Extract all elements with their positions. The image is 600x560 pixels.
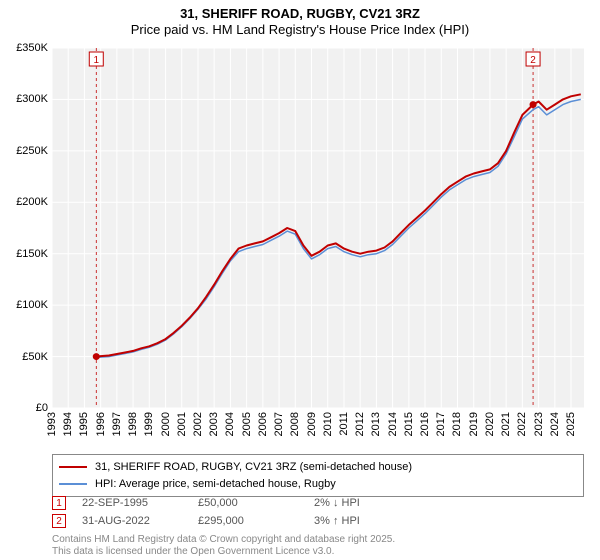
legend-row-hpi: HPI: Average price, semi-detached house,… bbox=[59, 476, 577, 493]
marker-badge-2: 2 bbox=[52, 514, 66, 528]
marker-delta-2: 3% ↑ HPI bbox=[314, 515, 414, 527]
svg-text:2: 2 bbox=[530, 55, 536, 66]
x-tick-label: 1998 bbox=[127, 412, 139, 436]
y-tick-label: £150K bbox=[4, 248, 48, 260]
svg-text:1: 1 bbox=[93, 55, 99, 66]
y-tick-label: £50K bbox=[4, 351, 48, 363]
y-tick-label: £100K bbox=[4, 299, 48, 311]
legend-row-price-paid: 31, SHERIFF ROAD, RUGBY, CV21 3RZ (semi-… bbox=[59, 459, 577, 476]
footer-line2: This data is licensed under the Open Gov… bbox=[52, 546, 395, 558]
x-tick-label: 2009 bbox=[306, 412, 318, 436]
x-tick-label: 1994 bbox=[62, 412, 74, 436]
chart-title-line2: Price paid vs. HM Land Registry's House … bbox=[0, 22, 600, 38]
x-tick-label: 2008 bbox=[289, 412, 301, 436]
attribution-footer: Contains HM Land Registry data © Crown c… bbox=[52, 534, 395, 557]
marker-date-1: 22-SEP-1995 bbox=[82, 497, 182, 509]
x-tick-label: 2017 bbox=[435, 412, 447, 436]
x-tick-label: 2012 bbox=[354, 412, 366, 436]
y-tick-label: £350K bbox=[4, 42, 48, 54]
x-tick-label: 2003 bbox=[208, 412, 220, 436]
legend-swatch-price-paid bbox=[59, 466, 87, 468]
marker-row-2: 2 31-AUG-2022 £295,000 3% ↑ HPI bbox=[52, 512, 414, 530]
legend-swatch-hpi bbox=[59, 483, 87, 485]
marker-price-2: £295,000 bbox=[198, 515, 298, 527]
x-tick-label: 1999 bbox=[143, 412, 155, 436]
x-tick-label: 2004 bbox=[224, 412, 236, 436]
x-tick-label: 2021 bbox=[500, 412, 512, 436]
x-tick-label: 2014 bbox=[387, 412, 399, 436]
x-tick-label: 2005 bbox=[241, 412, 253, 436]
x-tick-label: 2018 bbox=[451, 412, 463, 436]
marker-price-1: £50,000 bbox=[198, 497, 298, 509]
x-tick-label: 2011 bbox=[338, 412, 350, 436]
y-tick-label: £300K bbox=[4, 93, 48, 105]
chart-plot-area: 12 bbox=[52, 48, 584, 408]
x-tick-label: 2000 bbox=[160, 412, 172, 436]
x-tick-label: 1996 bbox=[95, 412, 107, 436]
y-tick-label: £0 bbox=[4, 402, 48, 414]
x-tick-label: 2022 bbox=[516, 412, 528, 436]
x-tick-label: 2016 bbox=[419, 412, 431, 436]
y-tick-label: £200K bbox=[4, 196, 48, 208]
footer-line1: Contains HM Land Registry data © Crown c… bbox=[52, 534, 395, 546]
chart-title-block: 31, SHERIFF ROAD, RUGBY, CV21 3RZ Price … bbox=[0, 0, 600, 39]
x-tick-label: 2020 bbox=[484, 412, 496, 436]
x-tick-label: 2025 bbox=[565, 412, 577, 436]
marker-row-1: 1 22-SEP-1995 £50,000 2% ↓ HPI bbox=[52, 494, 414, 512]
legend-label-price-paid: 31, SHERIFF ROAD, RUGBY, CV21 3RZ (semi-… bbox=[95, 459, 412, 476]
x-tick-label: 2019 bbox=[468, 412, 480, 436]
x-tick-label: 1995 bbox=[78, 412, 90, 436]
x-tick-label: 1993 bbox=[46, 412, 58, 436]
x-tick-label: 2007 bbox=[273, 412, 285, 436]
x-tick-label: 2002 bbox=[192, 412, 204, 436]
x-tick-label: 2013 bbox=[370, 412, 382, 436]
legend-box: 31, SHERIFF ROAD, RUGBY, CV21 3RZ (semi-… bbox=[52, 454, 584, 497]
chart-container: 31, SHERIFF ROAD, RUGBY, CV21 3RZ Price … bbox=[0, 0, 600, 560]
x-tick-label: 2024 bbox=[549, 412, 561, 436]
marker-date-2: 31-AUG-2022 bbox=[82, 515, 182, 527]
marker-delta-1: 2% ↓ HPI bbox=[314, 497, 414, 509]
x-tick-label: 2001 bbox=[176, 412, 188, 436]
y-tick-label: £250K bbox=[4, 145, 48, 157]
x-tick-label: 2015 bbox=[403, 412, 415, 436]
chart-title-line1: 31, SHERIFF ROAD, RUGBY, CV21 3RZ bbox=[0, 6, 600, 22]
x-tick-label: 2023 bbox=[533, 412, 545, 436]
marker-badge-1: 1 bbox=[52, 496, 66, 510]
marker-data-table: 1 22-SEP-1995 £50,000 2% ↓ HPI 2 31-AUG-… bbox=[52, 494, 414, 530]
legend-label-hpi: HPI: Average price, semi-detached house,… bbox=[95, 476, 336, 493]
x-tick-label: 2010 bbox=[322, 412, 334, 436]
x-tick-label: 2006 bbox=[257, 412, 269, 436]
x-tick-label: 1997 bbox=[111, 412, 123, 436]
